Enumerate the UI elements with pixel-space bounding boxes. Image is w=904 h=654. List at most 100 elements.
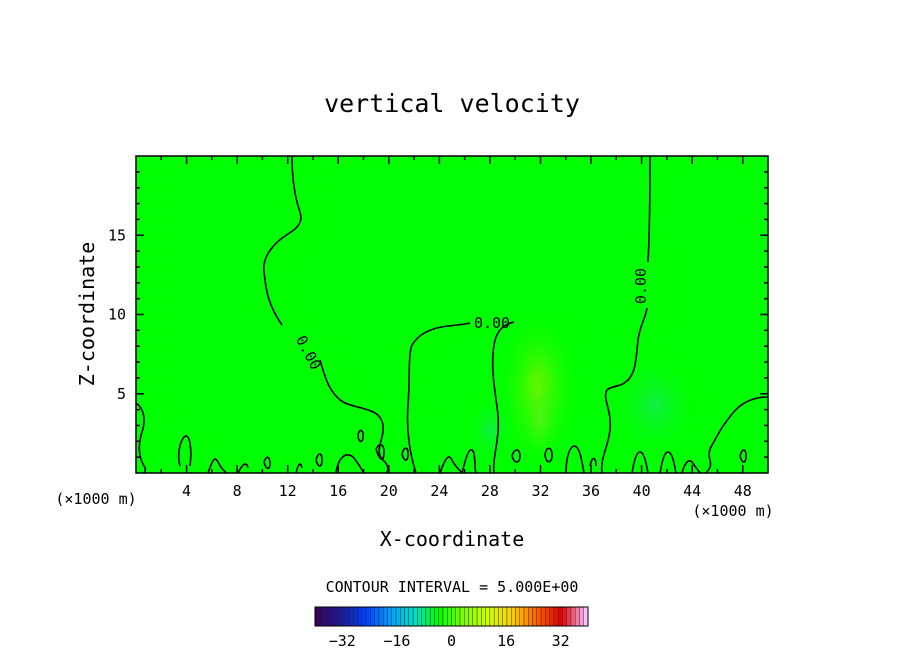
- x-tick-labels: 4 8 12 16 20 24 28 32 36 40 44 48: [182, 482, 752, 500]
- colorbar-cell: [536, 606, 542, 627]
- colorbar-cell: [370, 606, 375, 627]
- x-tick-label: 44: [683, 482, 701, 500]
- colorbar-cell: [348, 606, 354, 627]
- axis-ticks: [136, 156, 768, 473]
- colorbar-cell: [502, 606, 508, 627]
- colorbar-cell: [485, 606, 491, 627]
- colorbar-cell: [493, 606, 499, 627]
- x-unit-right: (×1000 m): [692, 502, 773, 520]
- colorbar-cell: [553, 606, 559, 627]
- downdraft-region: [610, 350, 700, 460]
- colorbar-cell: [336, 606, 341, 627]
- colorbar-cell: [357, 606, 363, 627]
- x-tick-label: 4: [182, 482, 191, 500]
- contour-zero-mid: [406, 321, 515, 473]
- colorbar-cell: [545, 606, 550, 627]
- colorbar-cell: [519, 606, 525, 627]
- field-anomalies: [468, 305, 700, 473]
- x-tick-label: 24: [430, 482, 448, 500]
- colorbar-frame: [314, 606, 589, 627]
- contour-zero-left: [263, 156, 389, 473]
- y-tick-label: 10: [108, 306, 126, 324]
- colorbar-cell: [523, 606, 529, 627]
- plot-area: 0.00 0.00 0.00: [135, 155, 769, 474]
- colorbar-cell: [575, 606, 580, 627]
- colorbar-cell: [455, 606, 461, 627]
- colorbar-cell: [570, 606, 576, 627]
- chart-title: vertical velocity: [324, 89, 580, 118]
- colorbar-cell: [579, 606, 584, 627]
- colorbar-cell: [438, 606, 444, 627]
- y-tick-label: 15: [108, 226, 126, 244]
- colorbar-cell: [353, 606, 358, 627]
- colorbar-cell: [425, 606, 431, 627]
- colorbar: −32 −16 0 16 32: [314, 606, 589, 650]
- x-tick-label: 32: [531, 482, 549, 500]
- colorbar-tick-label: 16: [497, 632, 515, 650]
- colorbar-cell: [506, 606, 512, 627]
- colorbar-tick-labels: −32 −16 0 16 32: [329, 632, 570, 650]
- updraft-core: [520, 375, 560, 465]
- colorbar-cell: [323, 606, 328, 627]
- colorbar-cell: [417, 606, 422, 627]
- contour-right-edge: [705, 396, 768, 473]
- colorbar-cell: [468, 606, 474, 627]
- colorbar-cell: [511, 606, 516, 627]
- colorbar-cell: [408, 606, 414, 627]
- colorbar-tick-label: 0: [447, 632, 456, 650]
- colorbar-cell: [421, 606, 427, 627]
- y-tick-label: 5: [117, 385, 126, 403]
- x-tick-label: 40: [633, 482, 651, 500]
- colorbar-cell: [447, 606, 452, 627]
- colorbar-cell: [340, 606, 346, 627]
- colorbar-cell: [412, 606, 418, 627]
- colorbar-cell: [549, 606, 555, 627]
- contour-small-cells: [177, 429, 747, 473]
- colorbar-cell: [540, 606, 546, 627]
- contour-lines: [136, 156, 768, 473]
- colorbar-cell: [331, 606, 337, 627]
- colorbar-cell: [442, 606, 448, 627]
- colorbar-cell: [400, 606, 405, 627]
- x-tick-label: 20: [380, 482, 398, 500]
- colorbar-cell: [327, 606, 333, 627]
- colorbar-cell: [378, 606, 384, 627]
- colorbar-cell: [557, 606, 563, 627]
- colorbar-cell: [383, 606, 388, 627]
- colorbar-tick-label: −16: [383, 632, 410, 650]
- colorbar-cell: [476, 606, 482, 627]
- colorbar-cell: [498, 606, 503, 627]
- colorbar-cell: [532, 606, 538, 627]
- colorbar-cell: [566, 606, 572, 627]
- x-unit-left: (×1000 m): [55, 490, 136, 508]
- colorbar-cell: [583, 606, 589, 627]
- downdraft-region-2: [468, 395, 512, 465]
- contour-label-mid: 0.00: [474, 314, 510, 332]
- colorbar-cell: [365, 606, 371, 627]
- colorbar-cell: [391, 606, 397, 627]
- colorbar-cell: [387, 606, 392, 627]
- colorbar-cell: [395, 606, 401, 627]
- contour-left-edge: [136, 402, 147, 473]
- colorbar-cell: [344, 606, 350, 627]
- contour-zero-right: [600, 156, 651, 473]
- colorbar-cell: [459, 606, 465, 627]
- x-tick-label: 12: [279, 482, 297, 500]
- colorbar-cell: [404, 606, 410, 627]
- x-tick-label: 16: [329, 482, 347, 500]
- contour-interval-text: CONTOUR INTERVAL = 5.000E+00: [326, 578, 579, 596]
- colorbar-cell: [464, 606, 469, 627]
- x-tick-label: 36: [582, 482, 600, 500]
- colorbar-cell: [489, 606, 495, 627]
- y-tick-labels: 5 10 15: [108, 226, 126, 403]
- colorbar-cell: [515, 606, 520, 627]
- x-tick-label: 8: [233, 482, 242, 500]
- colorbar-cells: [314, 606, 589, 627]
- colorbar-tick-label: −32: [329, 632, 356, 650]
- colorbar-cell: [374, 606, 380, 627]
- x-tick-label: 48: [734, 482, 752, 500]
- colorbar-tick-label: 32: [552, 632, 570, 650]
- colorbar-cell: [481, 606, 486, 627]
- colorbar-cell: [314, 606, 320, 627]
